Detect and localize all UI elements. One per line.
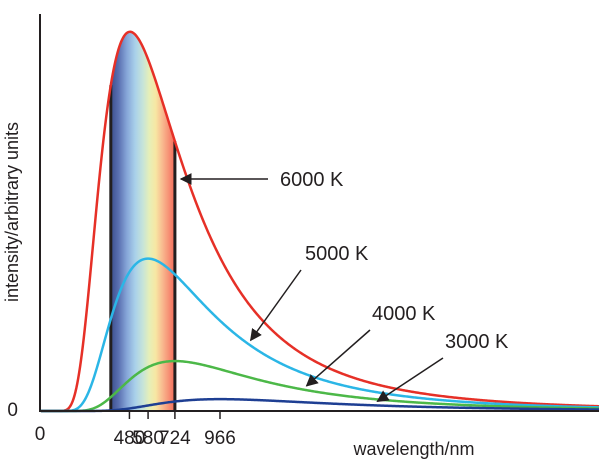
annotation-label-5000k: 5000 K [305,243,369,265]
series-line-6000k [40,30,600,413]
x-tick-label-580: 580 [132,428,164,449]
x-tick-label-724: 724 [159,428,191,449]
series-line-4000k [40,359,600,413]
curve-annotations: 6000 K 5000 K 4000 K 3000 K [179,169,509,403]
annotation-label-6000k: 6000 K [280,169,344,191]
series-curves [40,30,600,413]
x-tick-label-966: 966 [204,428,236,449]
annotation-arrow-4000k [305,329,371,387]
series-line-3000k [40,397,600,413]
origin-x-label: 0 [35,424,46,445]
origin-y-label: 0 [7,400,18,421]
annotation-label-3000k: 3000 K [445,331,509,353]
y-axis-label: intensity/arbitrary units [2,122,22,302]
series-line-5000k [40,257,600,413]
x-tick-label-480: 480 [114,428,146,449]
visible-spectrum-band [110,31,175,411]
annotation-label-4000k: 4000 K [372,303,436,325]
x-axis-label: wavelength/nm [352,439,474,459]
annotation-arrow-5000k [249,269,302,342]
annotation-arrow-3000k [376,357,444,403]
